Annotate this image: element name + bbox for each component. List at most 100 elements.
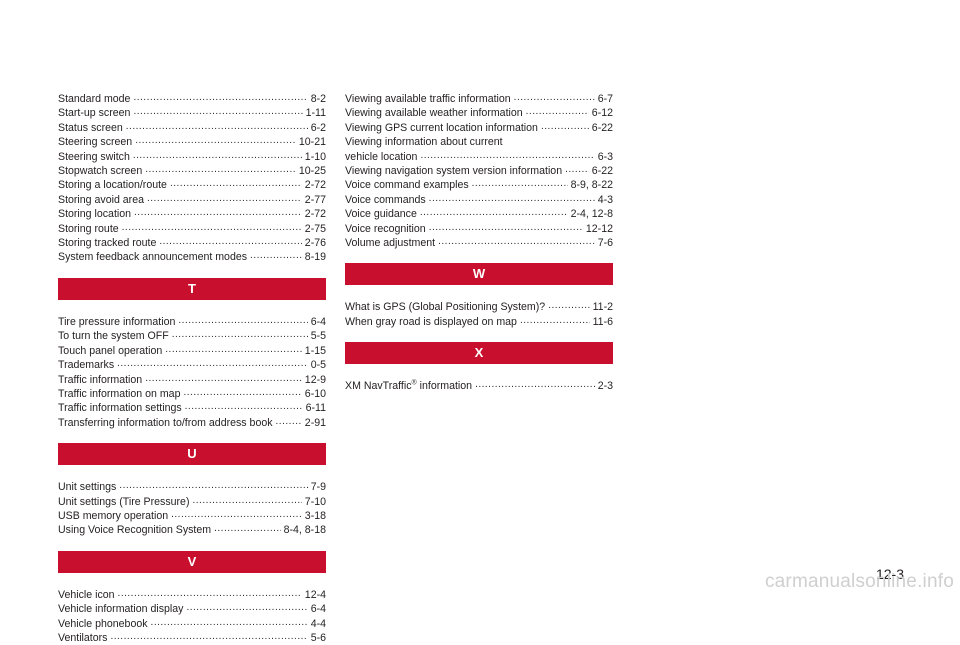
entry-page-ref: 8-19 [304,251,326,264]
index-entry[interactable]: Vehicle icon 12-4 [58,588,326,602]
entry-term: Ventilators [58,631,108,644]
leader-dots [438,237,595,247]
entry-term: Traffic information [58,373,143,386]
index-entry[interactable]: When gray road is displayed on map 11-6 [345,315,613,329]
entry-term: What is GPS (Global Positioning System)? [345,301,546,314]
leader-dots [276,417,302,427]
index-entry[interactable]: Steering screen 10-21 [58,135,326,149]
leader-dots [159,237,301,247]
letter-header-v: V [58,550,326,573]
entry-term: Vehicle phonebook [58,617,148,630]
index-entry[interactable]: Unit settings (Tire Pressure) 7-10 [58,495,326,509]
leader-dots [145,374,302,384]
entry-term: Storing a location/route [58,179,167,192]
index-entry[interactable]: Voice guidance 2-4, 12-8 [345,207,613,221]
leader-dots [420,151,594,161]
index-entry[interactable]: Storing a location/route 2-72 [58,178,326,192]
index-entry[interactable]: To turn the system OFF 5-5 [58,329,326,343]
index-entry[interactable]: Vehicle phonebook 4-4 [58,617,326,631]
entry-term: Touch panel operation [58,344,163,357]
entry-page-ref: 2-77 [304,193,326,206]
leader-dots [134,208,302,218]
entry-term: Storing avoid area [58,193,144,206]
entry-term: XM NavTraffic® information [345,379,472,393]
leader-dots [145,165,296,175]
entry-page-ref: 6-11 [305,402,326,415]
leader-dots [178,316,307,326]
entry-term: Traffic information on map [58,387,181,400]
index-entry[interactable]: Unit settings 7-9 [58,480,326,494]
entry-page-ref: 3-18 [304,509,326,522]
leader-dots [110,632,307,642]
entry-page-ref: 6-7 [597,93,613,105]
entry-page-ref: 11-6 [592,315,613,328]
index-entry[interactable]: Traffic information settings 6-11 [58,401,326,415]
entry-term: Traffic information settings [58,402,182,415]
index-entry[interactable]: Volume adjustment 7-6 [345,236,613,250]
index-entry[interactable]: XM NavTraffic® information 2-3 [345,379,613,393]
entry-page-ref: 6-4 [310,603,326,616]
index-entry[interactable]: vehicle location 6-3 [345,150,613,164]
index-entry[interactable]: System feedback announcement modes 8-19 [58,250,326,264]
leader-dots [172,330,308,340]
index-entry[interactable]: Viewing available weather information 6-1… [345,106,613,120]
entry-page-ref: 4-3 [597,193,613,206]
index-entry[interactable]: Voice recognition 12-12 [345,222,613,236]
index-entry[interactable]: Voice commands 4-3 [345,193,613,207]
t-entry-list: Tire pressure information 6-4To turn the … [58,315,326,430]
index-entry[interactable]: Status screen 6-2 [58,121,326,135]
leader-dots [119,481,307,491]
index-entry[interactable]: Voice command examples 8-9, 8-22 [345,178,613,192]
index-entry[interactable]: Touch panel operation 1-15 [58,344,326,358]
index-entry[interactable]: What is GPS (Global Positioning System)?… [345,300,613,314]
entry-term: Viewing available weather information [345,107,523,120]
index-entry[interactable]: Vehicle information display 6-4 [58,602,326,616]
index-column-right: Viewing available traffic information 6-7… [345,92,613,394]
entry-page-ref: 6-2 [310,121,326,134]
index-entry[interactable]: Storing tracked route 2-76 [58,236,326,250]
index-entry[interactable]: Steering switch 1-10 [58,150,326,164]
leader-dots [165,345,302,355]
entry-page-ref: 6-4 [310,315,326,328]
index-entry[interactable]: Storing location 2-72 [58,207,326,221]
leader-dots [133,107,302,117]
index-entry[interactable]: Stopwatch screen 10-25 [58,164,326,178]
index-entry[interactable]: Storing avoid area 2-77 [58,193,326,207]
index-entry[interactable]: Traffic information 12-9 [58,373,326,387]
leader-dots [118,589,302,599]
entry-term: Viewing available traffic information [345,93,511,105]
leader-dots [122,223,302,233]
index-entry[interactable]: Viewing available traffic information 6-7 [345,92,613,106]
index-entry[interactable]: Traffic information on map 6-10 [58,387,326,401]
index-entry[interactable]: Viewing GPS current location information… [345,121,613,135]
v-entry-list-continued: Viewing available traffic information 6-7… [345,92,613,135]
letter-header-u: U [58,443,326,466]
index-entry[interactable]: Standard mode 8-2 [58,92,326,106]
registered-mark: ® [411,379,417,387]
entry-page-ref: 6-10 [304,387,326,400]
leader-dots [183,388,301,398]
entry-term: Viewing GPS current location information [345,121,538,134]
index-entry[interactable]: Transferring information to/from address… [58,416,326,430]
leader-dots [472,179,568,189]
index-entry[interactable]: Start-up screen 1-11 [58,106,326,120]
entry-term-part: information [416,380,473,393]
entry-term: Tire pressure information [58,315,176,328]
index-entry[interactable]: USB memory operation 3-18 [58,509,326,523]
entry-page-ref: 6-22 [591,165,613,178]
entry-page-ref: 12-9 [304,373,326,386]
leader-dots [526,107,589,117]
index-entry[interactable]: Using Voice Recognition System 8-4, 8-18 [58,523,326,537]
entry-page-ref: 1-10 [304,150,326,163]
entry-page-ref: 2-72 [304,179,326,192]
entry-page-ref: 6-3 [597,150,613,163]
index-entry[interactable]: Trademarks 0-5 [58,358,326,372]
index-entry[interactable]: Ventilators 5-6 [58,631,326,645]
index-entry-multiline-first: Viewing information about current [345,136,503,149]
leader-dots [548,301,589,311]
leader-dots [170,179,302,189]
index-entry[interactable]: Storing route 2-75 [58,222,326,236]
index-entry[interactable]: Tire pressure information 6-4 [58,315,326,329]
index-entry[interactable]: Viewing navigation system version inform… [345,164,613,178]
